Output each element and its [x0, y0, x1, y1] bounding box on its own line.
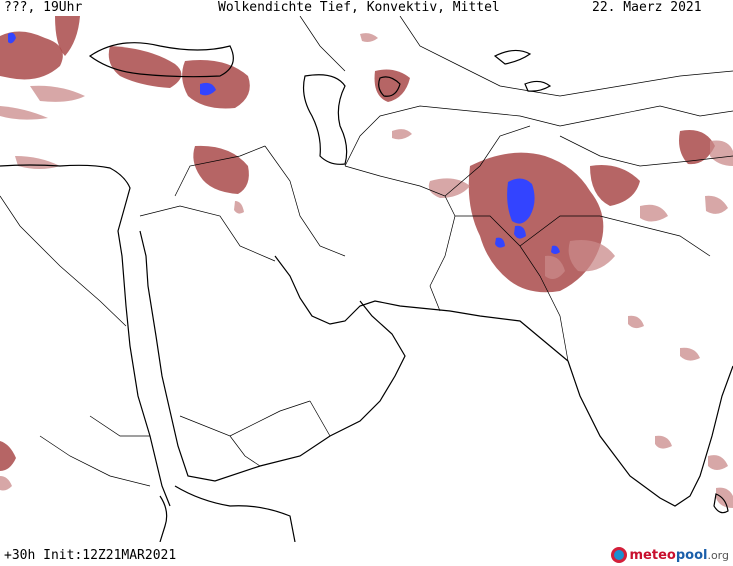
border	[455, 215, 569, 362]
border	[179, 400, 311, 437]
cloud-patch	[708, 455, 728, 470]
cloud-patch	[590, 165, 640, 206]
weather-map	[0, 16, 733, 542]
cloud-patch	[705, 195, 728, 214]
border	[0, 195, 127, 327]
border	[344, 165, 456, 312]
border	[174, 145, 266, 197]
logo-text-meteo: meteo	[629, 547, 676, 563]
coastline	[302, 74, 348, 165]
coastline	[159, 495, 168, 542]
coastline	[524, 80, 552, 92]
border	[139, 205, 276, 262]
cloud-patch	[108, 46, 182, 88]
coastline-layer	[0, 42, 733, 542]
convective-cell	[507, 178, 535, 224]
map-footer: +30h Init:12Z21MAR2021 meteo pool .org	[0, 542, 733, 566]
cloud-patch	[30, 85, 85, 102]
cloud-patch	[0, 106, 48, 120]
cloud-patch	[545, 255, 565, 280]
border	[444, 125, 531, 197]
coastline	[713, 493, 729, 514]
cloud-patch	[0, 31, 63, 80]
border	[299, 16, 346, 72]
cloud-patch	[680, 347, 700, 361]
cloud-patch	[182, 60, 250, 109]
cloud-patch	[234, 201, 244, 214]
border	[519, 215, 711, 257]
border	[39, 435, 151, 487]
coastline	[88, 42, 234, 78]
convective-cell	[8, 32, 16, 44]
map-title: Wolkendichte Tief, Konvektiv, Mittel	[218, 0, 500, 15]
coastline	[378, 76, 401, 97]
cloud-patch	[655, 435, 672, 449]
convective-cell	[551, 245, 560, 254]
cloud-patch	[640, 204, 668, 222]
meteopool-logo[interactable]: meteo pool .org	[610, 545, 729, 565]
cloud-patch	[15, 156, 60, 169]
border	[229, 435, 261, 467]
cloud-patch	[628, 315, 644, 329]
convective-cell	[200, 82, 216, 96]
logo-text-pool: pool	[675, 547, 708, 563]
cloud-patch	[374, 69, 410, 102]
cloud-patch	[0, 476, 12, 491]
map-date: 22. Maerz 2021	[592, 0, 702, 15]
coastline	[139, 230, 406, 482]
cloud-patch	[360, 33, 378, 42]
valid-time-label: ???, 19Uhr	[4, 0, 83, 15]
border	[344, 105, 561, 167]
cloud-patch	[392, 129, 412, 140]
border	[559, 105, 733, 127]
border	[89, 415, 150, 437]
cloud-patch	[710, 140, 733, 166]
cloud-patch	[679, 130, 715, 165]
convective-layer	[8, 32, 560, 254]
coastline	[174, 485, 296, 542]
coastline	[493, 49, 532, 65]
cloud-patch	[193, 145, 249, 194]
forecast-run-info: +30h Init:12Z21MAR2021	[4, 548, 177, 563]
cloud-patch	[55, 16, 80, 56]
meteopool-logo-icon	[610, 547, 627, 563]
border	[264, 145, 346, 257]
convective-cell	[495, 237, 505, 248]
border	[399, 16, 733, 97]
logo-text-org: .org	[707, 548, 729, 562]
cloud-patch	[568, 240, 615, 272]
cloud-patch	[428, 178, 470, 198]
border	[559, 135, 733, 167]
coastline	[274, 255, 569, 362]
coastline	[0, 164, 171, 507]
cloud-patch	[716, 487, 733, 508]
cloud-patch	[0, 441, 16, 471]
border-layer	[0, 16, 733, 487]
border	[309, 400, 331, 437]
coastline	[567, 360, 733, 507]
map-header: ???, 19Uhr Wolkendichte Tief, Konvektiv,…	[0, 0, 733, 18]
cloud-density-layer	[0, 16, 733, 508]
convective-cell	[514, 225, 526, 239]
